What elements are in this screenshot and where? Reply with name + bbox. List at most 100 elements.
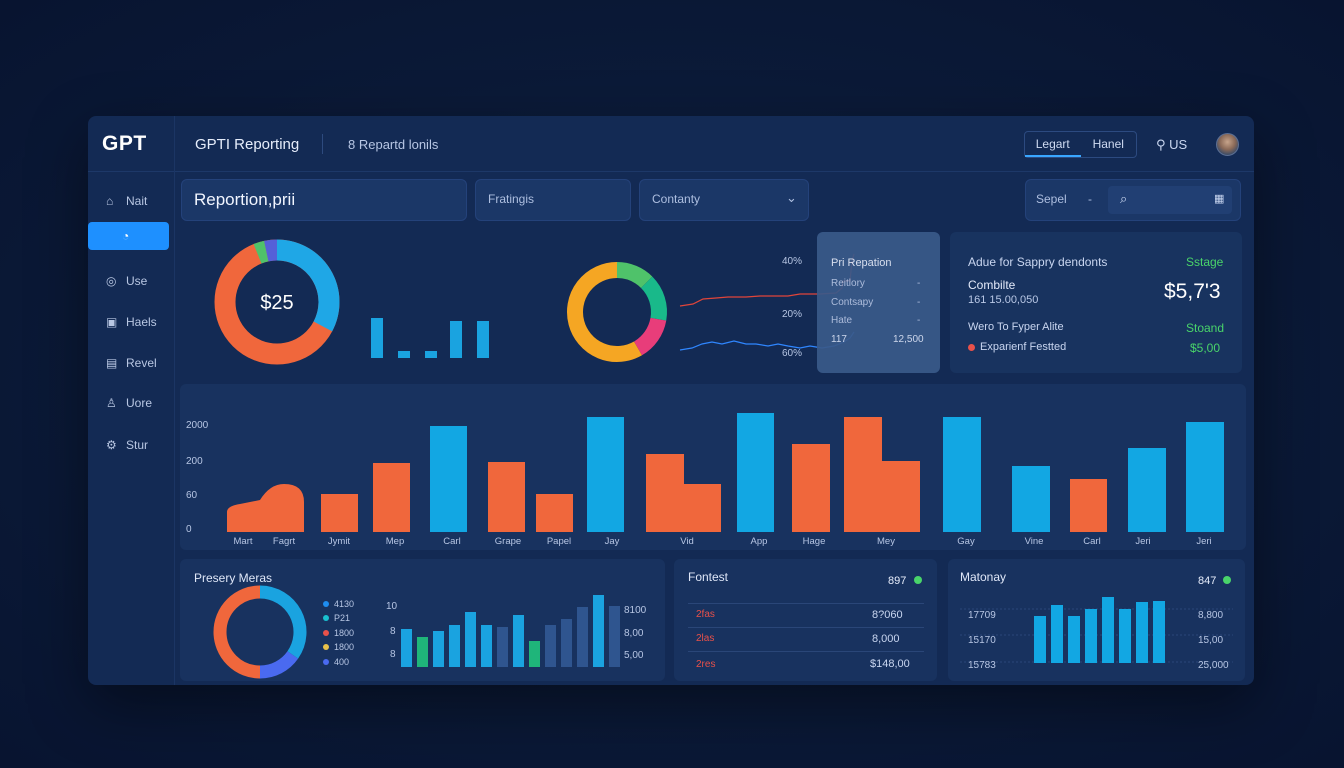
br-bar bbox=[1136, 602, 1148, 663]
summary-row3-label: Wero To Fyper Alite bbox=[968, 321, 1064, 333]
bl-bar bbox=[433, 631, 444, 667]
home-icon: ⌂ bbox=[106, 194, 114, 208]
avatar[interactable] bbox=[1216, 133, 1239, 156]
sidebar-item-use[interactable]: ◎ Use bbox=[88, 267, 174, 295]
filter-category-dropdown[interactable]: Contanty ⌄ bbox=[639, 179, 809, 221]
main-bar bbox=[321, 494, 358, 532]
kpi-center-label: $25 bbox=[260, 292, 293, 314]
app-title: GPTI Reporting bbox=[195, 136, 300, 153]
ring-arc-orange bbox=[567, 262, 642, 362]
bottom-right-title: Matonay bbox=[960, 570, 1007, 584]
br-bar bbox=[1068, 616, 1080, 663]
ring-arc-green bbox=[616, 262, 653, 289]
br-bar bbox=[1034, 616, 1046, 663]
main-x-label: Jeri bbox=[1196, 536, 1211, 547]
bottom-right-value: 847 bbox=[1198, 575, 1217, 587]
bl-rtick-3: 5,00 bbox=[624, 650, 644, 661]
chart-icon: ◔ bbox=[122, 229, 130, 243]
main-x-label: Jeri bbox=[1135, 536, 1150, 547]
sidebar-item-nait[interactable]: ⌂ Nait bbox=[88, 187, 174, 215]
bottom-right-bars bbox=[1034, 597, 1165, 663]
sidebar-divider bbox=[174, 116, 175, 685]
bl-bar bbox=[545, 625, 556, 667]
bl-rtick-2: 8,00 bbox=[624, 628, 644, 639]
sparkline-tick-2: 20% bbox=[782, 309, 802, 320]
summary-card: Adue for Sappry dendonts Sstage Combilte… bbox=[950, 232, 1242, 373]
main-bar bbox=[430, 426, 467, 532]
main-bar bbox=[684, 484, 721, 532]
person-icon: ♙ bbox=[106, 396, 117, 410]
bottom-left-panel: Presery Meras 4130 P21 1800 1800 400 10 8 8 … bbox=[180, 559, 665, 681]
report-card[interactable]: Pri Repation Reitlory - Contsapy - Hate … bbox=[817, 232, 940, 373]
bottom-mid-panel: Fontest 897 2fas 8?060 2las 8,000 2res $… bbox=[674, 559, 937, 681]
bl-bar bbox=[417, 637, 428, 667]
sparkline-tick-1: 40% bbox=[782, 256, 802, 267]
report-title-field[interactable]: Reportion,prii bbox=[181, 179, 467, 221]
main-bar bbox=[227, 484, 304, 532]
main-bar bbox=[1070, 479, 1107, 532]
summary-row1-tag: Sstage bbox=[1186, 255, 1224, 269]
sidebar-item-label: Revel bbox=[126, 356, 157, 370]
language-selector[interactable]: ⚲ US bbox=[1156, 137, 1187, 153]
report-card-title: Pri Repation bbox=[831, 257, 892, 269]
sidebar-item-uore[interactable]: ♙ Uore bbox=[88, 389, 174, 417]
br-bar bbox=[1051, 605, 1063, 663]
br-ltick-1: 17709 bbox=[968, 610, 996, 621]
user-icon: ◎ bbox=[106, 274, 117, 288]
mini-bar bbox=[477, 321, 489, 358]
globe-icon: ⚲ bbox=[1156, 137, 1166, 152]
main-x-label: Jay bbox=[605, 536, 620, 547]
summary-row1-label: Adue for Sappry dendonts bbox=[968, 255, 1108, 269]
top-bar: GPT GPTI Reporting 8 Repartd lonils Lega… bbox=[88, 116, 1254, 172]
legend-label: 400 bbox=[334, 657, 349, 667]
kpi-donut-arc-purple bbox=[264, 239, 278, 262]
sidebar-item-haels[interactable]: ▣ Haels bbox=[88, 308, 174, 336]
main-x-label: Carl bbox=[1083, 536, 1100, 547]
bl-bar bbox=[401, 629, 412, 667]
toggle-legart[interactable]: Legart bbox=[1025, 132, 1081, 157]
br-bar bbox=[1085, 609, 1097, 663]
br-bar bbox=[1102, 597, 1114, 663]
sidebar-item-active[interactable]: ◔ bbox=[88, 222, 169, 250]
main-x-label: Fagrt bbox=[273, 536, 296, 547]
language-label: US bbox=[1169, 137, 1188, 152]
report-title-value: Reportion,prii bbox=[194, 190, 296, 209]
main-bar bbox=[792, 444, 830, 532]
filter-ratings[interactable]: Fratingis bbox=[475, 179, 631, 221]
sparkline-tick-3: 60% bbox=[782, 348, 802, 359]
main-bar-chart: 2000 200 60 0 Mart Fagrt Jymit Mep Carl Grape Pap… bbox=[186, 413, 1224, 547]
summary-row3-tag: Stoand bbox=[1186, 321, 1225, 335]
legend-swatch bbox=[323, 615, 329, 621]
app-logo[interactable]: GPT bbox=[102, 132, 147, 155]
status-dot bbox=[1223, 576, 1231, 584]
br-bar bbox=[1119, 609, 1131, 663]
report-footer-left: 117 bbox=[831, 334, 847, 345]
report-row-value-2: - bbox=[917, 297, 921, 308]
legend-swatch bbox=[323, 659, 329, 665]
search-bar: Sepel - ⌕ ▦ bbox=[1025, 179, 1241, 221]
sidebar-item-revel[interactable]: ▤ Revel bbox=[88, 349, 174, 377]
breadcrumb[interactable]: 8 Repartd lonils bbox=[348, 137, 439, 152]
bottom-right-panel: Matonay 847 17709 15170 15783 8,800 15,0… bbox=[948, 559, 1245, 681]
bl-ytick-3: 8 bbox=[390, 649, 396, 660]
toggle-hanel[interactable]: Hanel bbox=[1092, 137, 1124, 151]
summary-row4-value: $5,00 bbox=[1190, 341, 1221, 355]
search-input[interactable]: ⌕ ▦ bbox=[1108, 186, 1232, 214]
sidebar-item-stur[interactable]: ⚙ Stur bbox=[88, 431, 174, 459]
report-row-value-3: - bbox=[917, 315, 921, 326]
sidebar-item-label: Stur bbox=[126, 438, 149, 452]
main-x-label: App bbox=[751, 536, 768, 547]
grid-icon[interactable]: ▦ bbox=[1214, 193, 1225, 205]
bm-row2-label: 2las bbox=[696, 633, 715, 644]
status-dot bbox=[914, 576, 922, 584]
bl-rtick-1: 8100 bbox=[624, 605, 647, 616]
main-bar bbox=[536, 494, 573, 532]
main-x-label: Papel bbox=[547, 536, 571, 547]
bl-donut-arc-blue bbox=[259, 585, 307, 659]
bm-row3-value: $148,00 bbox=[870, 658, 910, 670]
summary-row4-label: Exparienf Festted bbox=[980, 341, 1067, 353]
legend-label: 4130 bbox=[334, 599, 354, 609]
kpi-donut-arc-green bbox=[253, 240, 269, 264]
legend-swatch bbox=[323, 601, 329, 607]
mini-bar bbox=[450, 321, 462, 358]
